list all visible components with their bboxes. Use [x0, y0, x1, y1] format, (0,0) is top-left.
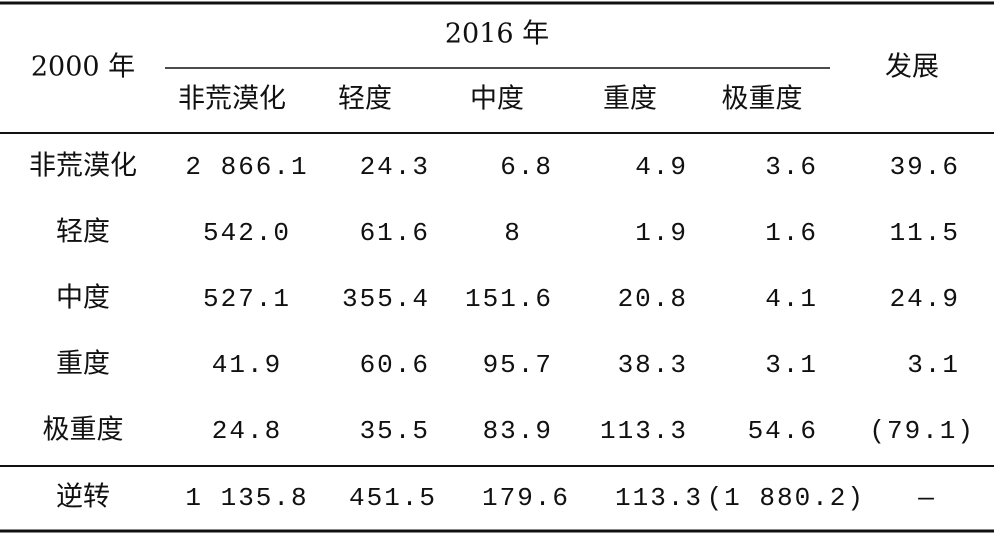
cell: 3.6 — [765, 152, 818, 182]
cell: 8 — [504, 218, 522, 248]
cell: 1.9 — [635, 218, 688, 248]
cell: 83.9 — [483, 416, 553, 446]
cell: 527.1 — [203, 284, 291, 314]
row-label: 非荒漠化 — [29, 151, 137, 182]
last-header: 发展 — [885, 52, 939, 83]
row-label: 轻度 — [56, 217, 110, 248]
footer-label: 逆转 — [56, 482, 110, 513]
cell: 61.6 — [360, 218, 430, 248]
footer-cell: 179.6 — [482, 483, 570, 513]
cell: 39.6 — [890, 152, 960, 182]
cell: 20.8 — [618, 284, 688, 314]
row-label: 重度 — [56, 349, 110, 380]
cell: 4.1 — [765, 284, 818, 314]
cell: 24.3 — [360, 152, 430, 182]
row-label: 中度 — [56, 283, 110, 314]
group-header: 2016 年 — [445, 19, 549, 50]
cell: 3.1 — [765, 350, 818, 380]
cell: 11.5 — [890, 218, 960, 248]
cell: 542.0 — [203, 218, 291, 248]
column-header: 中度 — [470, 84, 524, 115]
cell: 6.8 — [500, 152, 553, 182]
cell: 24.8 — [212, 416, 282, 446]
footer-cell: (1 880.2) — [707, 483, 865, 513]
column-header: 非荒漠化 — [178, 84, 286, 115]
cell: 24.9 — [890, 284, 960, 314]
cell: 113.3 — [600, 416, 688, 446]
cell: 38.3 — [618, 350, 688, 380]
cell: 41.9 — [212, 350, 282, 380]
cell: 4.9 — [635, 152, 688, 182]
footer-cell: — — [917, 483, 936, 513]
cell: (79.1) — [869, 416, 975, 446]
footer-cell: 1 135.8 — [185, 483, 308, 513]
cell: 54.6 — [748, 416, 818, 446]
cell: 35.5 — [360, 416, 430, 446]
stub-header: 2000 年 — [31, 52, 135, 83]
column-header: 极重度 — [722, 84, 803, 115]
cell: 60.6 — [360, 350, 430, 380]
cell: 355.4 — [342, 284, 430, 314]
cell: 95.7 — [483, 350, 553, 380]
row-label: 极重度 — [43, 415, 124, 446]
column-header: 轻度 — [338, 84, 392, 115]
cell: 151.6 — [465, 284, 553, 314]
footer-cell: 113.3 — [615, 483, 703, 513]
cell: 3.1 — [907, 350, 960, 380]
cell: 2 866.1 — [185, 152, 308, 182]
cell: 1.6 — [765, 218, 818, 248]
column-header: 重度 — [603, 84, 657, 115]
footer-cell: 451.5 — [349, 483, 437, 513]
